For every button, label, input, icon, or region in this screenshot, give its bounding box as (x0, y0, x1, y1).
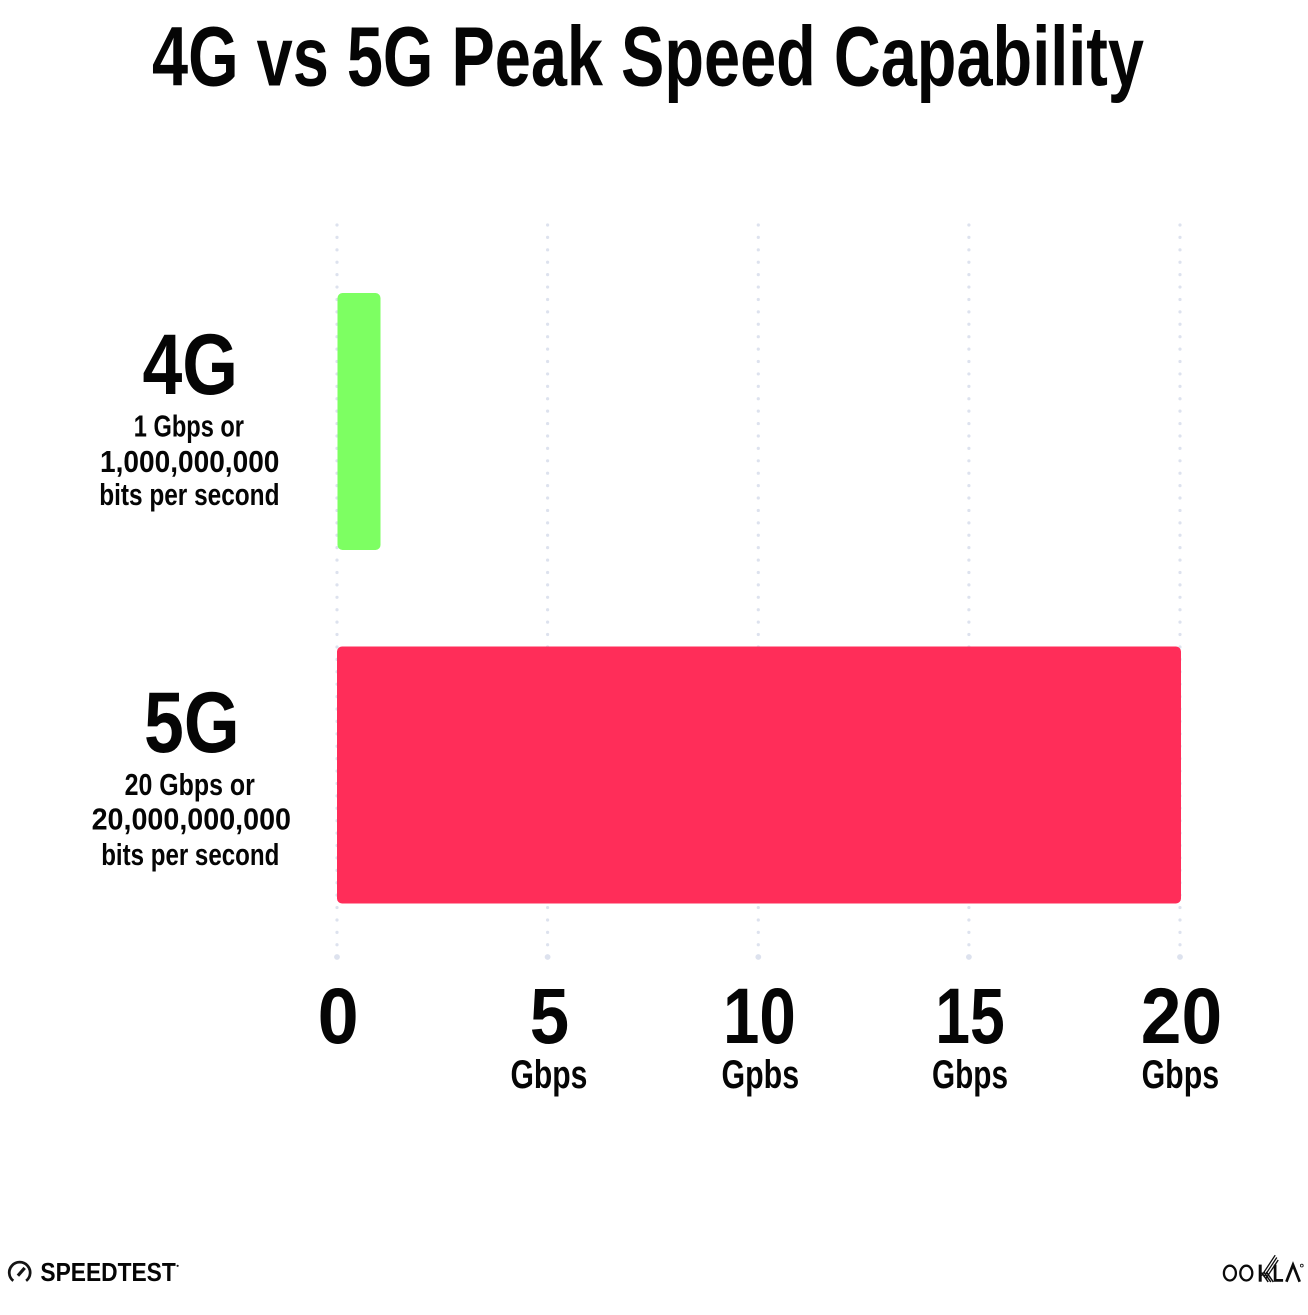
svg-text:1,000,000,000: 1,000,000,000 (100, 444, 279, 479)
svg-text:Gbps: Gbps (511, 1053, 588, 1097)
svg-text:0: 0 (318, 971, 359, 1060)
svg-text:10: 10 (723, 971, 796, 1060)
svg-text:4G vs 5G Peak Speed Capability: 4G vs 5G Peak Speed Capability (152, 9, 1144, 103)
svg-text:SPEEDTEST: SPEEDTEST (40, 1259, 176, 1287)
svg-text:5G: 5G (144, 675, 240, 771)
svg-text:bits per second: bits per second (101, 837, 279, 872)
svg-text:Gpbs: Gpbs (722, 1053, 800, 1097)
svg-text:15: 15 (935, 971, 1005, 1060)
svg-text:4G: 4G (143, 317, 239, 413)
svg-text:20: 20 (1141, 971, 1222, 1060)
svg-text:20,000,000,000: 20,000,000,000 (92, 802, 291, 837)
svg-text:Gbps: Gbps (932, 1053, 1008, 1097)
svg-text:20 Gbps or: 20 Gbps or (125, 767, 255, 802)
svg-text:1 Gbps or: 1 Gbps or (134, 409, 244, 444)
svg-text:bits per second: bits per second (99, 477, 279, 512)
svg-text:5: 5 (530, 971, 569, 1060)
svg-text:Gbps: Gbps (1142, 1053, 1220, 1097)
